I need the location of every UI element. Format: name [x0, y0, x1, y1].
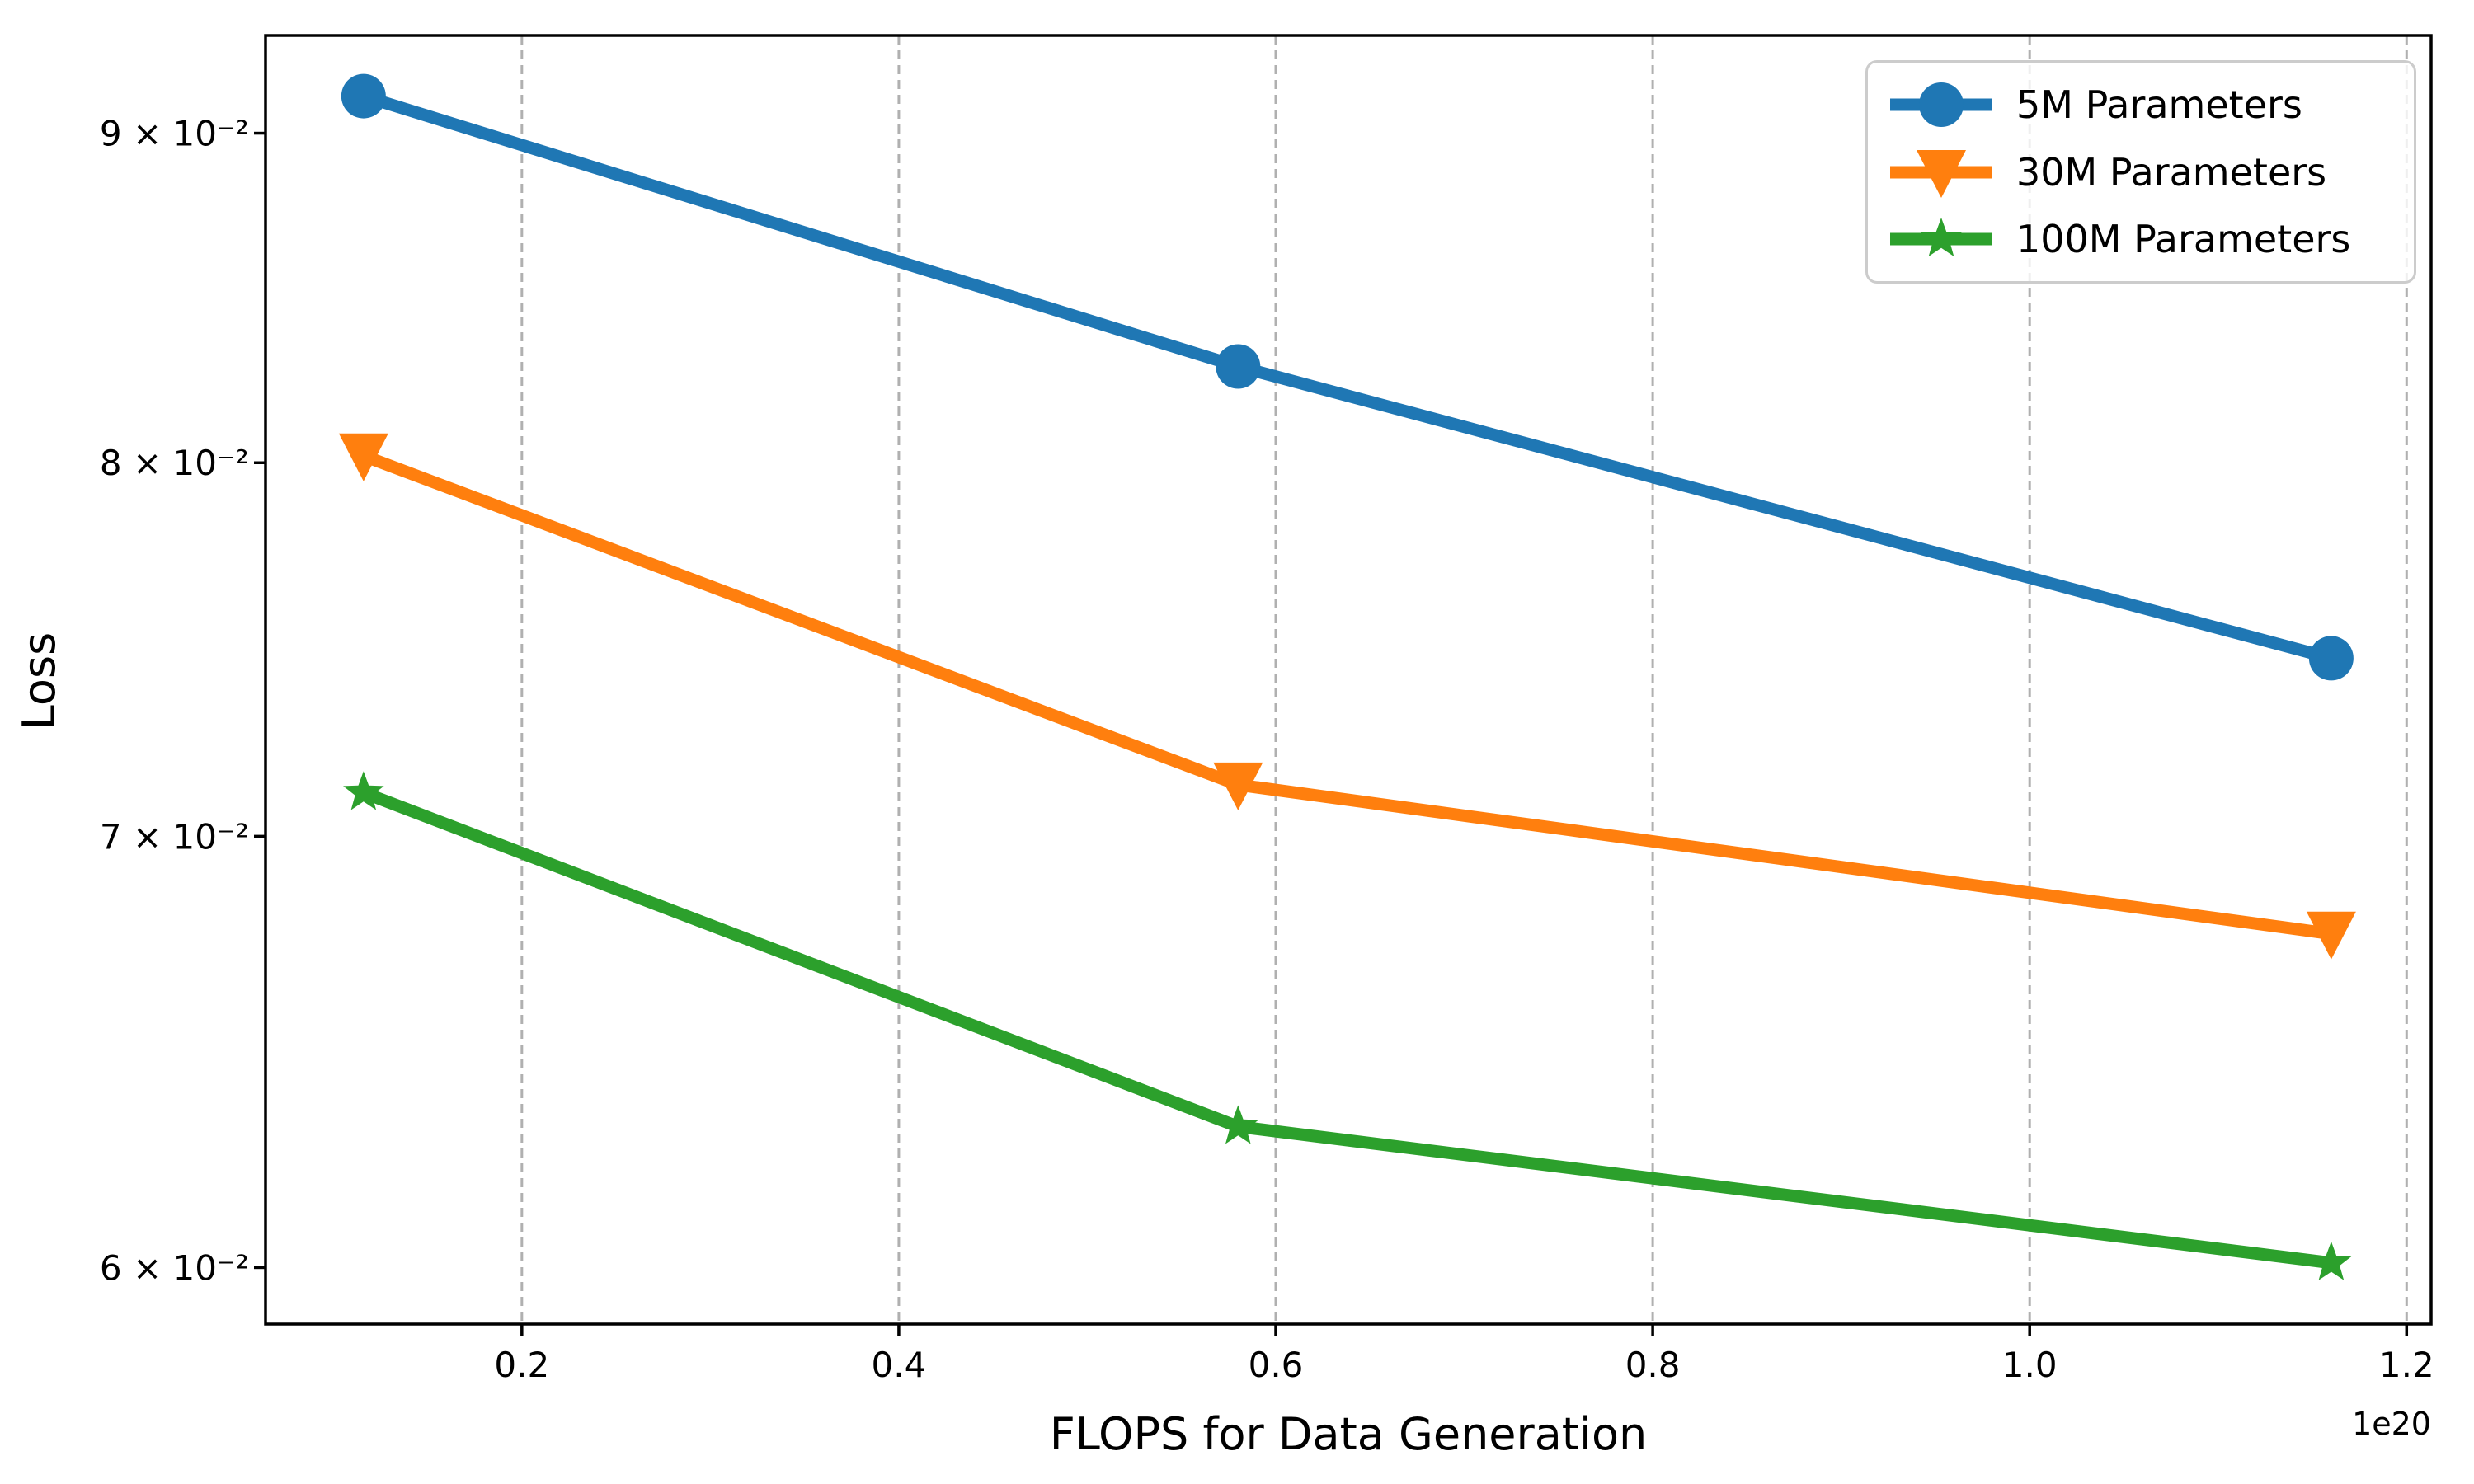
- y-axis-label: Loss: [13, 632, 65, 730]
- series-line-100m-parameters: [357, 786, 2338, 1270]
- star-marker-data-point: [1217, 1105, 1258, 1144]
- series-line-30m-parameters: [357, 449, 2338, 941]
- legend-item-5m-parameters: 5M Parameters: [1888, 79, 2414, 130]
- star-marker-data-point: [2311, 1241, 2352, 1280]
- triangle-down-marker-legend: [1917, 149, 1966, 198]
- x-axis-label: FLOPS for Data Generation: [1050, 1408, 1648, 1460]
- series-layer: [338, 73, 2356, 1280]
- tick-labels: 0.2 0.4 0.6 0.8 1.0 1.2 9 × 10⁻² 8 × 10⁻² 7 × 10…: [100, 114, 2434, 1385]
- y-tick-label: 6 × 10⁻²: [100, 1247, 249, 1288]
- circle-marker-data-point: [2308, 636, 2354, 681]
- legend-label: 100M Parameters: [2016, 217, 2351, 262]
- legend-label: 30M Parameters: [2016, 149, 2327, 195]
- legend-label: 5M Parameters: [2016, 82, 2302, 127]
- x-tick-label: 0.2: [494, 1345, 549, 1385]
- triangle-down-marker-data-point: [1213, 762, 1263, 810]
- circle-marker-data-point: [1216, 344, 1261, 389]
- star-marker-data-point: [343, 771, 384, 810]
- circle-marker-data-point: [341, 73, 386, 119]
- x-tick-label: 0.4: [872, 1345, 927, 1385]
- triangle-down-legend-swatch-icon: [1890, 149, 1992, 198]
- legend-item-100m-parameters: 100M Parameters: [1888, 214, 2414, 265]
- x-offset-label: 1e20: [2352, 1406, 2431, 1442]
- circle-legend-swatch-icon: [1890, 82, 1992, 127]
- x-tick-label: 0.8: [1625, 1345, 1681, 1385]
- legend-item-30m-parameters: 30M Parameters: [1888, 147, 2414, 198]
- y-tick-label: 8 × 10⁻²: [100, 443, 249, 483]
- star-legend-swatch-icon: [1890, 218, 1992, 257]
- x-tick-label: 1.2: [2379, 1345, 2434, 1385]
- star-marker-legend: [1921, 218, 1962, 257]
- legend: 5M Parameters 30M Parameters 100M Paramete…: [1865, 60, 2416, 284]
- axes-layer: [254, 34, 2433, 1336]
- circle-marker-legend: [1919, 82, 1964, 127]
- y-tick-label: 7 × 10⁻²: [100, 816, 249, 857]
- x-tick-label: 1.0: [2002, 1345, 2058, 1385]
- plot-border: [264, 34, 2433, 1326]
- y-tick-label: 9 × 10⁻²: [100, 114, 249, 154]
- x-tick-label: 0.6: [1249, 1345, 1304, 1385]
- triangle-down-marker-data-point: [338, 433, 388, 481]
- triangle-down-marker-data-point: [2306, 911, 2356, 960]
